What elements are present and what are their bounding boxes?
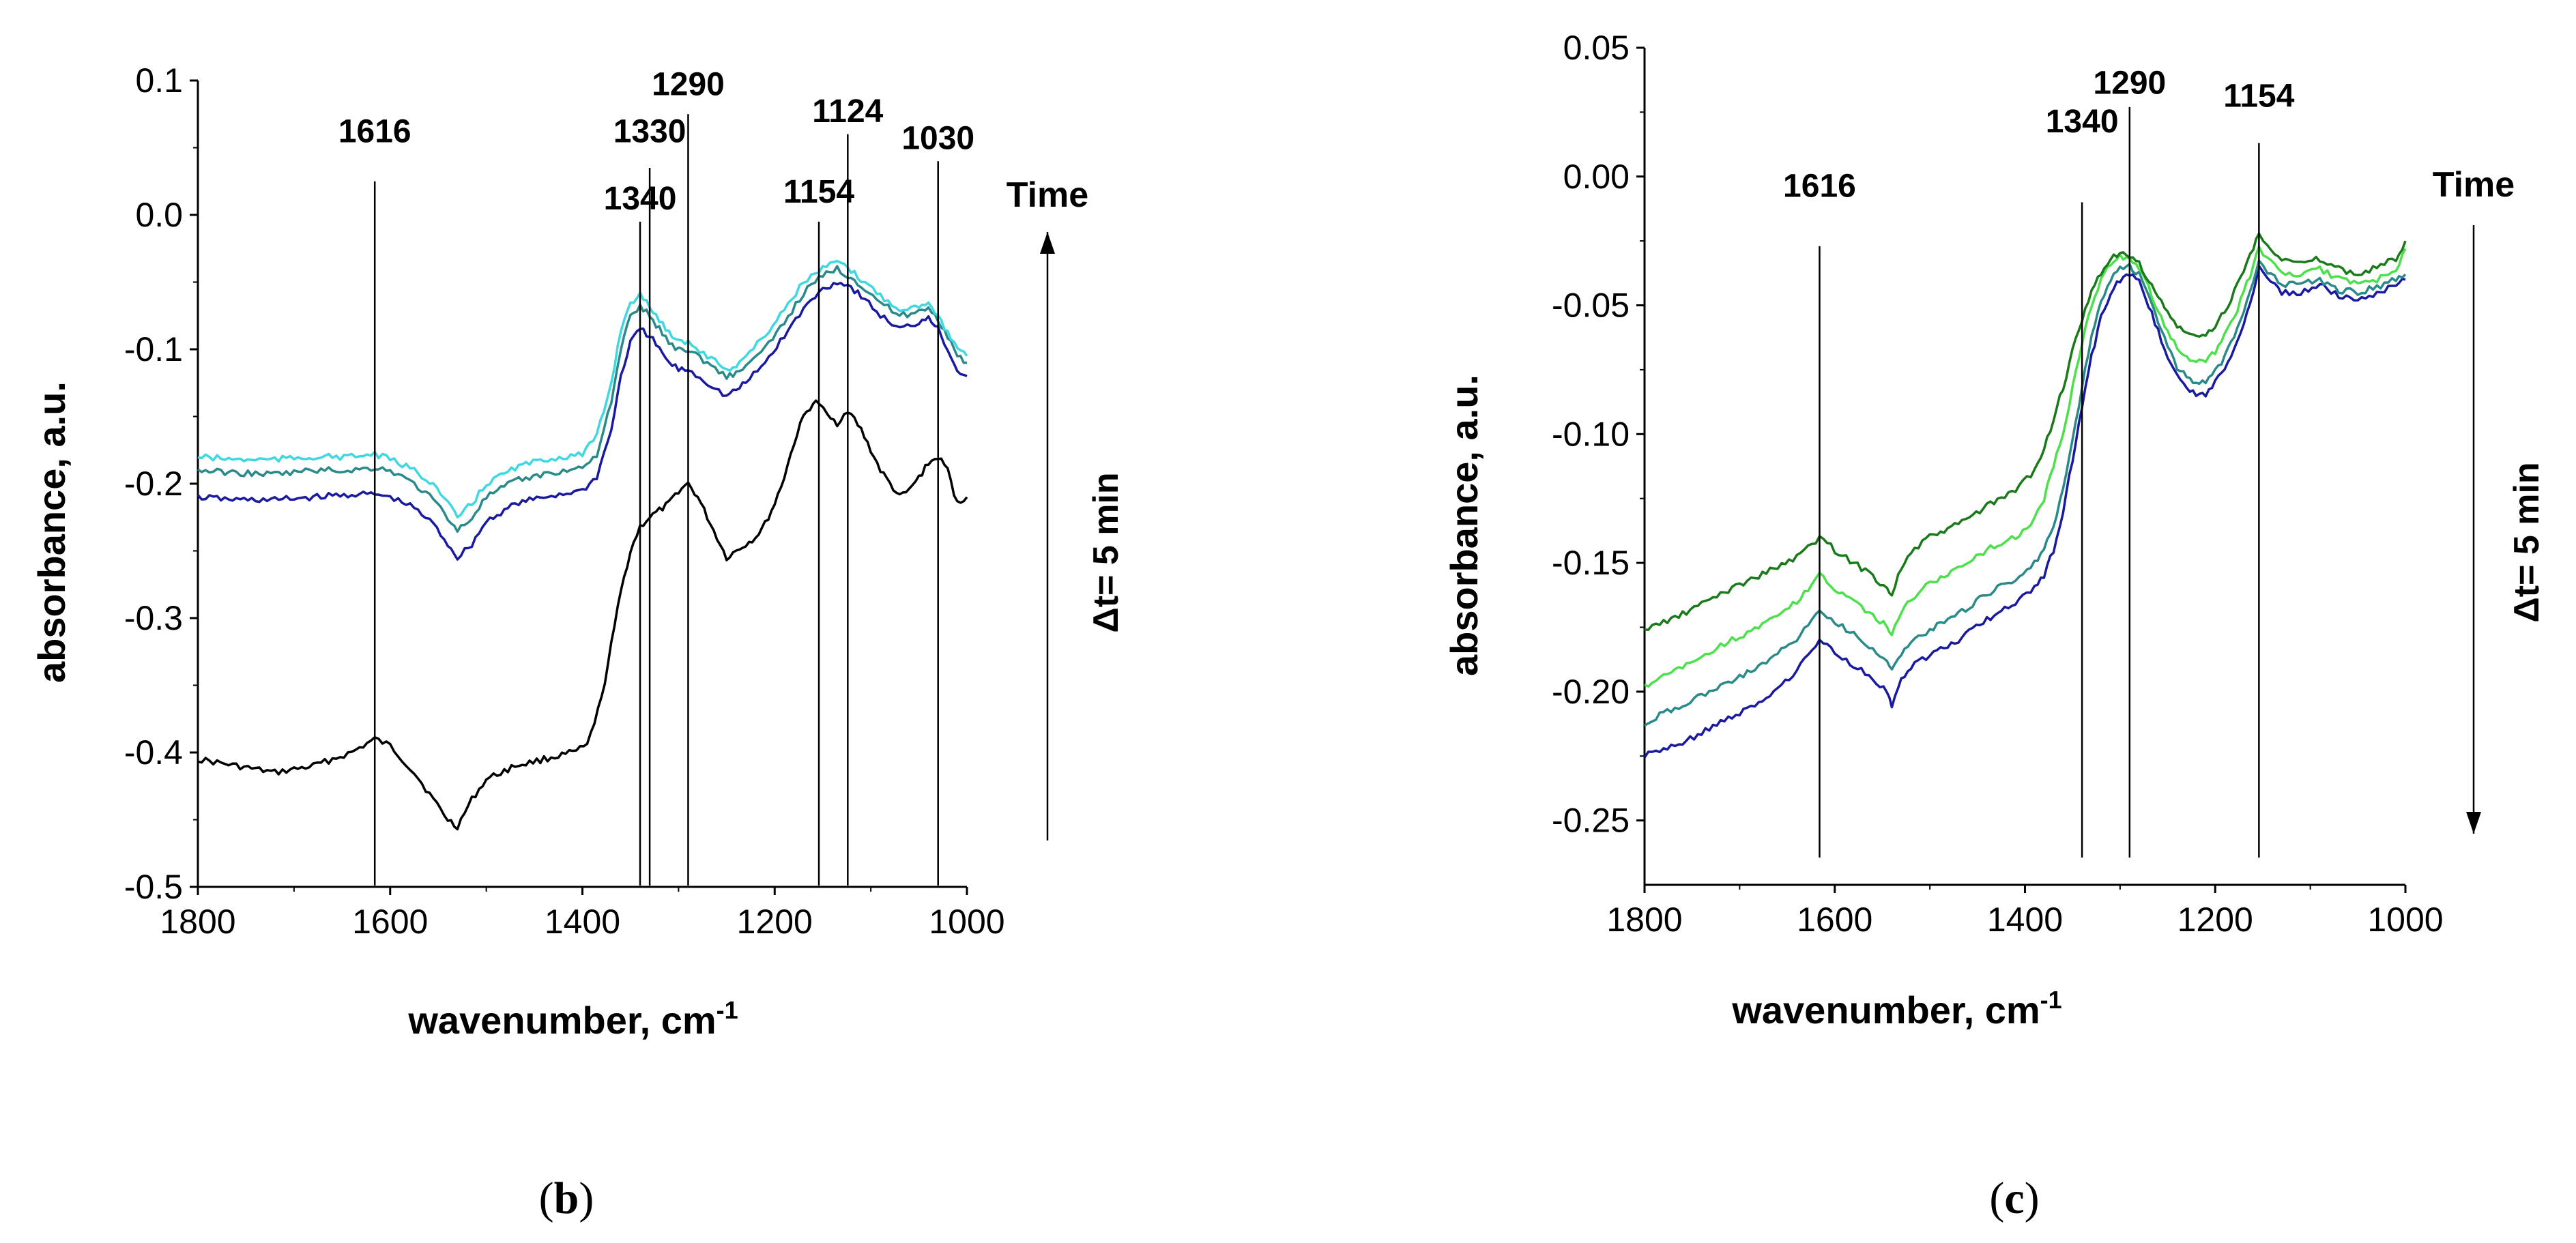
delta-t-label: Δt= 5 min <box>1086 472 1126 632</box>
peak-label: 1290 <box>2093 65 2166 102</box>
series-line <box>1644 245 2407 688</box>
peak-label: 1124 <box>812 93 883 130</box>
x-axis-title: wavenumber, cm-1 <box>1731 986 2061 1032</box>
chart-panel-c: absorbance, a.u. wavenumber, cm-1 Time Δ… <box>1443 29 2547 1223</box>
time-arrow-head <box>1040 232 1055 254</box>
y-axis-title: absorbance, a.u. <box>1443 375 1486 676</box>
peak-label: 1616 <box>1783 169 1856 205</box>
series-line <box>1643 264 2406 759</box>
time-label: Time <box>2433 165 2515 205</box>
y-tick-label: 0.05 <box>1563 29 1630 67</box>
y-tick-label: -0.05 <box>1552 287 1630 325</box>
y-tick-label: -0.5 <box>124 868 183 906</box>
y-tick-label: -0.25 <box>1552 802 1630 840</box>
y-tick-label: -0.1 <box>124 330 183 368</box>
y-tick-label: -0.4 <box>124 733 183 772</box>
panel-label-b: (b) <box>539 1173 594 1223</box>
y-tick-label: -0.15 <box>1552 544 1630 582</box>
x-tick-label: 1200 <box>2177 901 2253 939</box>
x-tick-label: 1400 <box>1987 901 2063 939</box>
series-line <box>1644 259 2407 727</box>
time-label: Time <box>1007 175 1088 215</box>
x-tick-label: 1400 <box>545 903 620 941</box>
series-line <box>197 259 968 519</box>
x-tick-label: 1800 <box>1606 901 1682 939</box>
peak-label: 1290 <box>652 67 725 103</box>
x-tick-label: 1000 <box>929 903 1004 941</box>
peak-label: 1154 <box>2223 78 2294 114</box>
panel-label-c: (c) <box>1989 1173 2039 1223</box>
time-arrow-head <box>2466 812 2481 834</box>
y-tick-label: -0.20 <box>1552 673 1630 711</box>
peak-label: 1154 <box>783 174 854 210</box>
delta-t-label: Δt= 5 min <box>2507 462 2547 622</box>
y-tick-label: -0.3 <box>124 599 183 637</box>
x-tick-label: 1200 <box>737 903 813 941</box>
peak-label: 1030 <box>901 120 974 156</box>
x-axis-title: wavenumber, cm-1 <box>407 996 738 1042</box>
peak-label: 1330 <box>613 114 686 150</box>
series-line <box>197 265 968 533</box>
y-tick-label: 0.00 <box>1563 158 1630 196</box>
series-line <box>1644 232 2407 631</box>
peak-label: 1616 <box>338 114 411 150</box>
y-tick-label: 0.0 <box>135 196 183 234</box>
y-axis-title: absorbance, a.u. <box>30 381 73 683</box>
y-tick-label: -0.2 <box>124 465 183 503</box>
peak-label: 1340 <box>2046 104 2119 140</box>
y-tick-label: -0.10 <box>1552 415 1630 453</box>
y-tick-label: 0.1 <box>135 61 183 100</box>
x-tick-label: 1800 <box>160 903 235 941</box>
x-tick-label: 1600 <box>352 903 428 941</box>
peak-label: 1340 <box>604 181 677 217</box>
x-tick-label: 1000 <box>2367 901 2443 939</box>
chart-panel-b: absorbance, a.u. wavenumber, cm-1 Time Δ… <box>30 61 1126 1223</box>
series-line <box>197 281 968 561</box>
x-tick-label: 1600 <box>1797 901 1872 939</box>
